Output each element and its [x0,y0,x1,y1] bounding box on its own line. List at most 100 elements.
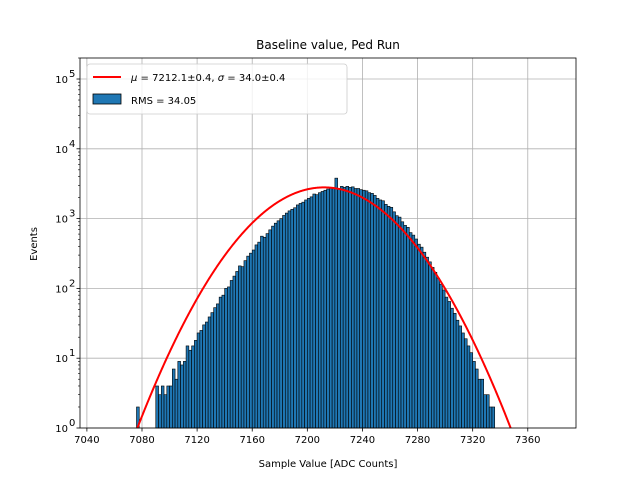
histogram-bar [188,349,192,429]
histogram-bar [453,312,457,429]
histogram-bar [158,394,162,429]
histogram-bar [420,246,424,429]
histogram-bar [395,215,399,429]
histogram-bar [392,211,396,429]
y-tick-label: 10 [55,75,68,86]
histogram-bar [194,340,198,429]
histogram-bar [342,187,347,429]
x-tick-label: 7320 [460,435,485,446]
histogram-bar [177,361,181,429]
histogram-bar [408,232,413,429]
fit-curve [136,186,512,429]
histogram-bar [276,220,281,429]
histogram-bar [367,192,372,429]
chart-title: Baseline value, Ped Run [256,38,400,52]
legend: μ = 7212.1±0.4, σ = 34.0±0.4 RMS = 34.05 [86,63,348,115]
histogram-bar [329,187,333,429]
x-tick-label: 7360 [515,435,540,446]
x-tick-label: 7040 [74,435,99,446]
histogram-bar [458,325,462,429]
histogram-bar [191,345,195,429]
histogram-bar [472,361,476,429]
histogram-bar [323,189,327,429]
histogram-bar [180,364,184,429]
histogram-bar [257,241,261,429]
histogram-bar [389,207,394,429]
histogram-bar [238,265,242,429]
histogram-bar [304,199,308,429]
y-tick-label: 10 [55,424,68,435]
histogram-bar [309,196,314,429]
histogram-bar [271,225,275,429]
histogram-bar [475,368,479,429]
histogram-bar [296,204,300,429]
histogram-bar [450,307,454,429]
histogram-bar [340,186,344,429]
histogram-bar [251,249,256,429]
histogram-bar [243,260,248,429]
histogram-bar [417,243,421,429]
x-axis-label: Sample Value [ADC Counts] [259,459,398,470]
histogram-bar [273,222,278,429]
histogram-bar [262,236,267,429]
histogram-bar [205,321,209,429]
histogram-bar [337,188,341,429]
histogram-bar [373,195,377,429]
histogram-bar [345,186,349,429]
histogram-bar [362,189,366,429]
histogram-bar [384,204,388,429]
histogram-bar [439,283,443,429]
histogram-bar [488,406,493,429]
histogram-bar [232,275,236,429]
histogram-bar [491,406,496,429]
legend-sigma-value: = 34.0±0.4 [224,73,285,84]
y-tick-exponent: 4 [69,139,75,150]
histogram-bar [381,200,385,429]
histogram-bar [207,316,212,429]
histogram-bar [218,296,223,429]
histogram-bar [400,221,405,429]
y-tick-exponent: 2 [69,278,75,289]
histogram-bar [315,194,319,429]
histogram-bar [326,188,330,429]
histogram-bar [320,191,325,429]
histogram-bar [260,235,264,429]
histogram-bar [185,345,190,429]
histogram-bar [265,233,270,429]
histogram-bar [411,234,416,429]
histogram-bar [293,207,297,429]
histogram-bar [213,307,217,429]
histogram-bar [397,216,402,429]
legend-fit-label: μ = 7212.1±0.4, σ = 34.0±0.4 [130,73,285,84]
histogram-bar [229,280,234,429]
histogram-bar [240,266,245,429]
histogram-bar [486,394,490,429]
histogram-bar [442,289,446,429]
histogram-bar [331,188,336,429]
y-axis-label: Events [29,227,40,261]
histogram-bars [136,177,496,429]
histogram-bar [348,187,352,429]
histogram-bar [461,332,465,429]
histogram-bar [464,338,468,429]
histogram-bar [334,177,338,429]
histogram-bar [254,244,259,429]
histogram-bar [307,198,311,429]
histogram-bar [268,229,272,429]
histogram-bar [166,385,170,429]
histogram-bar [163,394,168,429]
legend-histogram-label: RMS = 34.05 [131,96,196,107]
histogram-bar [279,218,283,429]
x-tick-label: 7280 [405,435,430,446]
histogram-bar [196,332,201,429]
histogram-bar [282,215,286,429]
y-tick-label: 10 [55,145,68,156]
histogram-bar [428,261,432,429]
y-tick-label: 10 [55,284,68,295]
histogram-bar [287,210,292,429]
legend-mu-symbol: μ [130,73,137,84]
histogram-bar [483,394,487,429]
histogram-bar [422,251,427,429]
y-tick-label: 10 [55,215,68,226]
y-tick-exponent: 3 [69,209,75,220]
